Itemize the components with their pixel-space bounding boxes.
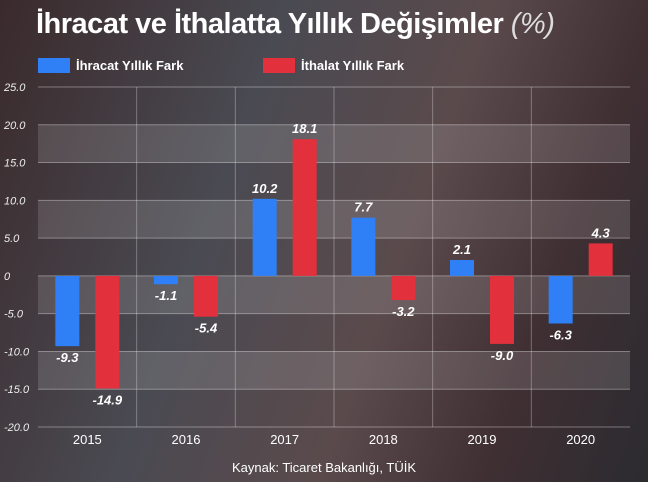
source-note: Kaynak: Ticaret Bakanlığı, TÜİK xyxy=(231,460,416,475)
bar-ihracat xyxy=(154,275,178,285)
y-tick-label: -20.0 xyxy=(4,422,30,434)
data-label: -14.9 xyxy=(93,392,123,407)
data-label: -9.3 xyxy=(56,350,79,365)
bar-ithalat xyxy=(490,275,514,344)
data-label: 4.3 xyxy=(591,225,611,240)
x-tick-label: 2017 xyxy=(270,432,299,447)
data-label: 7.7 xyxy=(354,200,373,215)
bar-ithalat xyxy=(95,275,120,389)
y-tick-label: 20.0 xyxy=(3,120,26,132)
data-label: -6.3 xyxy=(549,327,572,342)
grid-band xyxy=(38,351,630,390)
chart-title: İhracat ve İthalatta Yıllık Değişimler (… xyxy=(36,8,555,41)
bar-ithalat xyxy=(292,139,317,276)
legend-label-ithalat: İthalat Yıllık Fark xyxy=(301,58,405,73)
legend-item-ihracat: İhracat Yıllık Fark xyxy=(38,58,183,73)
y-tick-label: 10.0 xyxy=(4,195,26,207)
x-tick-label: 2015 xyxy=(73,432,102,447)
y-tick-label: 5.0 xyxy=(4,233,20,245)
bar-ihracat xyxy=(548,275,573,324)
legend-item-ithalat: İthalat Yıllık Fark xyxy=(263,58,404,73)
grid-band xyxy=(38,200,630,239)
data-label: -1.1 xyxy=(155,288,177,303)
data-label: 2.1 xyxy=(452,242,471,257)
bar-ihracat xyxy=(351,217,376,276)
x-tick-label: 2018 xyxy=(369,432,398,447)
title-text: İhracat ve İthalatta Yıllık Değişimler xyxy=(36,8,504,40)
title-unit: (%) xyxy=(510,8,555,40)
y-tick-label: -15.0 xyxy=(4,384,30,396)
y-tick-label: -5.0 xyxy=(4,309,24,321)
bar-ihracat xyxy=(450,260,474,276)
x-tick-label: 2016 xyxy=(172,432,201,447)
y-tick-label: -10.0 xyxy=(4,346,30,358)
bar-ithalat xyxy=(391,275,416,301)
legend-swatch-ihracat xyxy=(38,58,70,73)
y-tick-label: 25.0 xyxy=(3,82,26,94)
bar-ihracat xyxy=(55,275,80,347)
legend-swatch-ithalat xyxy=(263,58,295,73)
y-tick-label: 0 xyxy=(4,271,11,283)
bar-ithalat xyxy=(588,243,613,276)
grid-band xyxy=(38,275,630,314)
grid-band xyxy=(38,124,630,163)
data-label: -5.4 xyxy=(195,321,218,336)
data-label: 18.1 xyxy=(292,121,317,136)
data-label: -3.2 xyxy=(392,304,415,319)
bar-ithalat xyxy=(194,275,218,317)
y-tick-label: 15.0 xyxy=(4,158,26,170)
x-tick-label: 2020 xyxy=(566,432,595,447)
x-tick-label: 2019 xyxy=(468,432,497,447)
data-label: -9.0 xyxy=(491,348,514,363)
data-label: 10.2 xyxy=(252,181,278,196)
legend-label-ihracat: İhracat Yıllık Fark xyxy=(76,58,184,73)
bar-ihracat xyxy=(252,198,277,276)
